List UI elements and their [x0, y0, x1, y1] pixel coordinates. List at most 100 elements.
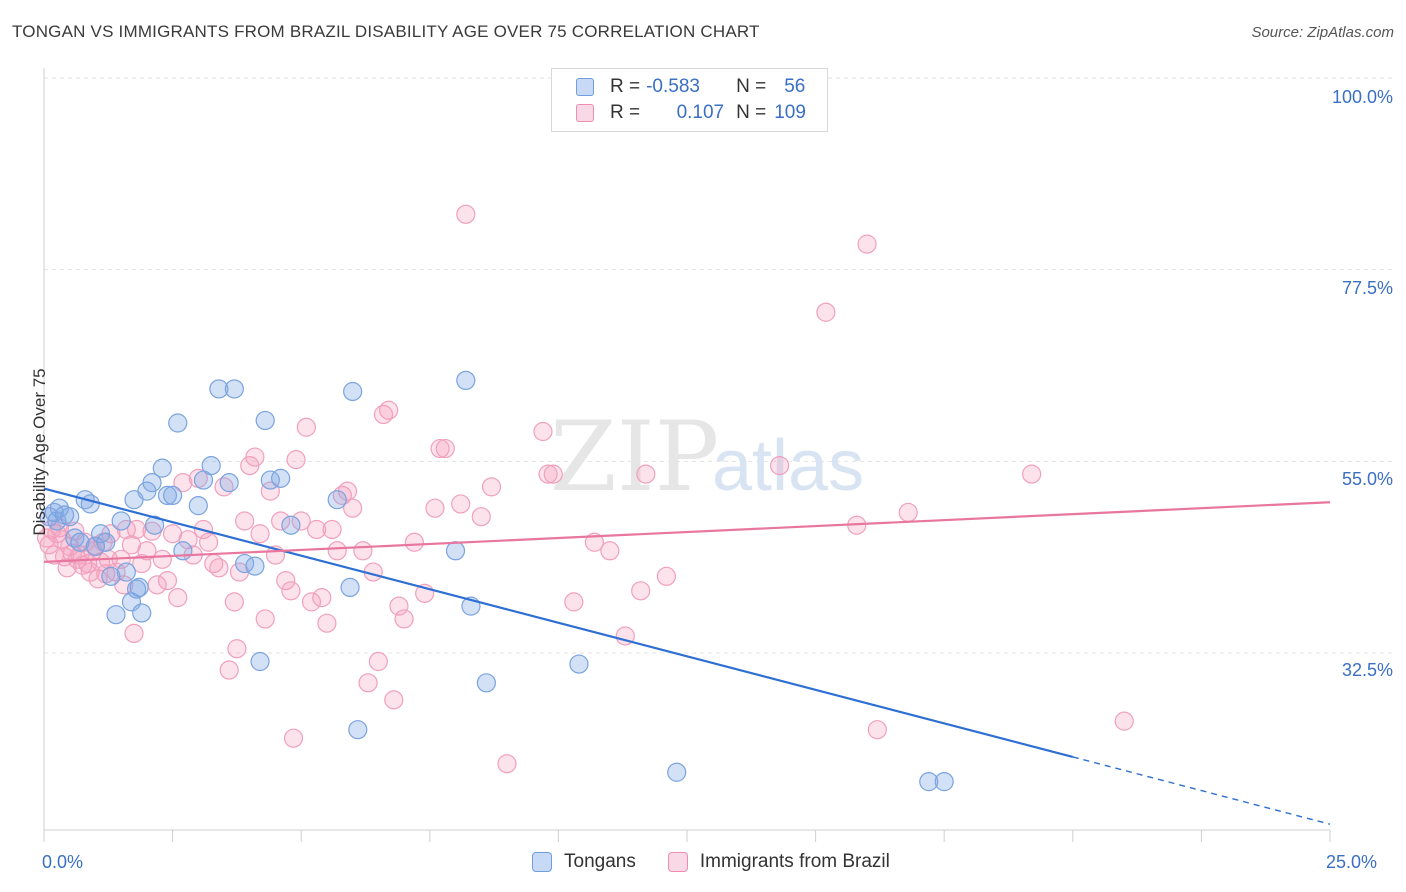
brazil-point [898, 502, 918, 523]
brazil-point [656, 566, 677, 586]
brazil-point [209, 558, 229, 578]
x-tick-label: 0.0% [42, 852, 84, 872]
brazil-point [564, 592, 584, 612]
brazil-point [281, 581, 301, 601]
brazil-point [343, 498, 363, 518]
legend-row-brazil: R = 0.107 N = 109 [576, 101, 806, 125]
tongan-point [919, 772, 939, 792]
brazil-point [379, 400, 399, 420]
legend-r-label: R = [610, 76, 641, 97]
brazil-point [178, 530, 198, 550]
legend-n-value: 109 [774, 102, 806, 123]
brazil-point [1022, 464, 1042, 484]
brazil-point [451, 494, 471, 514]
tongan-point [340, 577, 360, 598]
legend-item-tongans[interactable]: Tongans [532, 851, 636, 873]
brazil-point [80, 562, 100, 582]
tongan-point [667, 762, 687, 782]
brazil-point [394, 609, 414, 629]
y-tick-label: 55.0% [1341, 469, 1393, 489]
brazil-point [283, 728, 304, 748]
tongan-point [101, 566, 121, 586]
brazil-point [245, 447, 265, 467]
chart-source: Source: ZipAtlas.com [1251, 24, 1394, 41]
tongan-point [70, 532, 90, 552]
brazil-point [867, 720, 887, 740]
brazil-point [543, 464, 563, 484]
legend-swatch-brazil [667, 852, 688, 872]
brazil-point [816, 302, 836, 322]
brazil-point [389, 596, 409, 616]
series-legend: Tongans Immigrants from Brazil [532, 851, 922, 873]
tongan-point [255, 410, 275, 431]
tongan-point [142, 473, 162, 493]
brazil-point [132, 553, 152, 574]
brazil-point [404, 532, 424, 552]
tongan-point [163, 485, 183, 506]
legend-item-brazil[interactable]: Immigrants from Brazil [667, 851, 890, 873]
legend-r-value: 0.107 [676, 102, 725, 123]
tongan-point [250, 651, 270, 672]
brazil-point [538, 464, 558, 484]
legend-row-tongans: R = -0.583 N = 56 [576, 75, 805, 99]
watermark-zip: ZIP [550, 401, 719, 513]
brazil-trend-line [43, 501, 1331, 563]
x-tick-label: 25.0% [1326, 852, 1378, 872]
tongan-point [96, 532, 116, 552]
brazil-point [227, 639, 247, 659]
legend-n-value: 56 [784, 76, 806, 97]
brazil-point [769, 455, 790, 476]
brazil-point [533, 421, 553, 442]
y-tick-label: 32.5% [1341, 660, 1393, 680]
brazil-point [425, 498, 445, 518]
tongan-point [348, 720, 368, 740]
brazil-point [1114, 711, 1134, 731]
tongan-point [173, 541, 193, 561]
brazil-point [260, 481, 280, 501]
tongan-point [281, 515, 301, 535]
legend-r-label: R = [610, 102, 641, 123]
brazil-point [368, 651, 388, 672]
tongans-trend-extension [1072, 756, 1331, 825]
brazil-point [199, 532, 219, 552]
tongan-point [132, 603, 152, 623]
brazil-point [291, 511, 311, 531]
brazil-point [157, 570, 178, 591]
tongan-point [157, 485, 178, 506]
brazil-point [358, 673, 378, 693]
brazil-point [152, 549, 172, 569]
brazil-point [327, 541, 347, 561]
brazil-point [219, 660, 239, 680]
y-axis-label: Disability Age Over 75 [30, 368, 49, 536]
tongan-point [188, 496, 208, 516]
tongan-point [456, 370, 476, 391]
correlation-legend: R = -0.583 N = 56 R = 0.107 N = 109 [551, 68, 828, 132]
tongan-point [209, 379, 229, 399]
legend-n-label: N = [736, 102, 767, 123]
tongan-point [224, 379, 244, 399]
tongan-point [445, 541, 466, 561]
chart-title: TONGAN VS IMMIGRANTS FROM BRAZIL DISABIL… [12, 22, 760, 41]
tongan-point [201, 455, 221, 476]
legend-label-brazil: Immigrants from Brazil [699, 851, 890, 872]
tongan-point [219, 473, 239, 493]
tongan-point [476, 673, 496, 693]
brazil-point [307, 519, 327, 540]
brazil-point [857, 234, 877, 254]
brazil-point [600, 541, 620, 561]
legend-n-label: N = [736, 76, 767, 97]
legend-r-value: -0.583 [646, 76, 700, 97]
brazil-point [317, 613, 337, 633]
brazil-point [435, 438, 455, 459]
brazil-point [224, 592, 244, 612]
tongan-point [327, 490, 347, 510]
tongan-point [129, 577, 149, 598]
tongan-point [271, 468, 291, 488]
legend-swatch-brazil [576, 104, 594, 122]
y-tick-label: 100.0% [1331, 87, 1393, 107]
brazil-point [168, 588, 188, 608]
tongans-trend-line [43, 487, 1074, 758]
brazil-point [631, 581, 651, 601]
brazil-point [137, 541, 157, 561]
